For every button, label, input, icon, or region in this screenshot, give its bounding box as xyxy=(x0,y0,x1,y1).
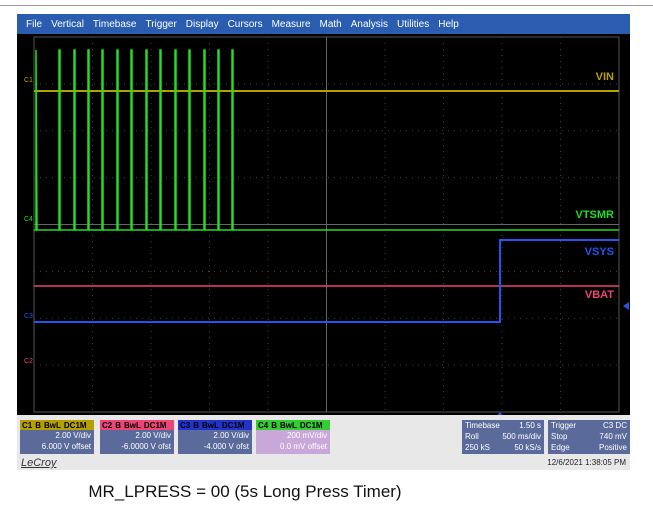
channel-tag: B xyxy=(193,421,199,430)
trigger-box: Trigger C3 DC Stop 740 mV Edge Positive xyxy=(548,420,630,454)
menu-item[interactable]: Trigger xyxy=(145,19,176,30)
channel-tag: BwL xyxy=(280,421,297,430)
channel-scale: 200 mV/div xyxy=(256,430,327,441)
channel-offset: 6.000 V offset xyxy=(20,441,91,452)
channel-marker: C4 xyxy=(24,216,33,223)
trace-label: VTSMR xyxy=(576,209,615,221)
timebase-cell: Roll xyxy=(465,431,479,442)
menu-item[interactable]: Vertical xyxy=(51,19,84,30)
channel-tag: B xyxy=(35,421,41,430)
trigger-cell: 740 mV xyxy=(599,431,627,442)
trigger-cell: Edge xyxy=(551,442,570,453)
page: File Vertical Timebase Trigger Display Cursor… xyxy=(0,0,653,513)
brand: LeCroy xyxy=(21,457,56,469)
timebase-row: Roll 500 ms/div xyxy=(462,431,544,442)
channel-scale: 2.00 V/div xyxy=(20,430,91,441)
timebase-cell: 50 kS/s xyxy=(514,442,541,453)
channel-tag: BwL xyxy=(44,421,61,430)
channel-offset: 0.0 mV offset xyxy=(256,441,327,452)
menu-item[interactable]: Measure xyxy=(272,19,311,30)
timestamp: 12/6/2021 1:38:05 PM xyxy=(547,458,626,467)
channel-name: C2 xyxy=(102,421,112,430)
channel-tag: DC1M xyxy=(64,421,87,430)
menu-item[interactable]: Utilities xyxy=(397,19,429,30)
channel-name: C3 xyxy=(180,421,190,430)
menu-item[interactable]: Math xyxy=(320,19,342,30)
trigger-cell: Stop xyxy=(551,431,567,442)
trace-label: VBAT xyxy=(585,289,614,301)
trigger-cell: Trigger xyxy=(551,420,576,431)
menu-item[interactable]: Cursors xyxy=(228,19,263,30)
channel-offset: -4.000 V ofst xyxy=(178,441,249,452)
timebase-cell: 500 ms/div xyxy=(502,431,541,442)
channel-tag: BwL xyxy=(124,421,141,430)
menu-item[interactable]: Analysis xyxy=(351,19,388,30)
rule xyxy=(0,5,653,6)
channel-tag: BwL xyxy=(202,421,219,430)
channel-tag: B xyxy=(271,421,277,430)
timebase-cell: 1.50 s xyxy=(519,420,541,431)
channel-tag: DC1M xyxy=(144,421,167,430)
menu-item[interactable]: Timebase xyxy=(93,19,137,30)
menu-item[interactable]: Display xyxy=(186,19,219,30)
timebase-row: 250 kS 50 kS/s xyxy=(462,442,544,453)
trigger-row: Stop 740 mV xyxy=(548,431,630,442)
timebase-box: Timebase 1.50 s Roll 500 ms/div 250 kS 50 kS/… xyxy=(462,420,544,454)
timebase-row: Timebase 1.50 s xyxy=(462,420,544,431)
channel-tag: DC1M xyxy=(222,421,245,430)
channel-tag: B xyxy=(115,421,121,430)
caption: MR_LPRESS = 00 (5s Long Press Timer) xyxy=(0,482,490,502)
trace-label: VIN xyxy=(596,71,614,83)
channel-body: 2.00 V/div-6.0000 V ofst xyxy=(100,430,174,452)
channel-scale: 2.00 V/div xyxy=(100,430,171,441)
channel-name: C1 xyxy=(22,421,32,430)
channel-scale: 2.00 V/div xyxy=(178,430,249,441)
menu-item[interactable]: Help xyxy=(438,19,459,30)
trigger-cell: Positive xyxy=(599,442,627,453)
channel-marker: C3 xyxy=(24,313,33,320)
channel-marker: C2 xyxy=(24,358,33,365)
trigger-row: Trigger C3 DC xyxy=(548,420,630,431)
channel-tag: DC1M xyxy=(300,421,323,430)
channel-body: 2.00 V/div-4.000 V ofst xyxy=(178,430,252,452)
timebase-cell: 250 kS xyxy=(465,442,490,453)
channel-name: C4 xyxy=(258,421,268,430)
trigger-row: Edge Positive xyxy=(548,442,630,453)
trace-label: VSYS xyxy=(585,246,614,258)
channel-offset: -6.0000 V ofst xyxy=(100,441,171,452)
timebase-cell: Timebase xyxy=(465,420,500,431)
menu-item[interactable]: File xyxy=(26,19,42,30)
menu-bar: File Vertical Timebase Trigger Display Cursor… xyxy=(17,14,630,34)
scope-screen: VIN VTSMR VSYS VBAT C1 C4 C3 C2 xyxy=(17,34,630,415)
trigger-cell: C3 DC xyxy=(603,420,627,431)
channel-marker: C1 xyxy=(24,77,33,84)
